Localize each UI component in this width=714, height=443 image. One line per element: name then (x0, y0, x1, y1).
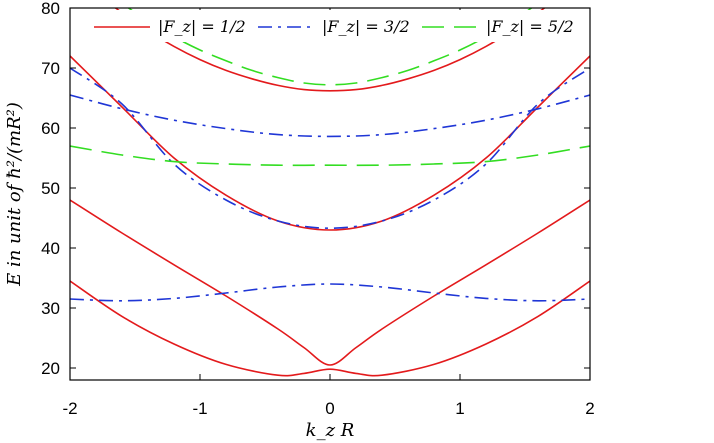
series-line-4 (115, 8, 545, 92)
ticks-layer: -2 -1 0 1 2 20 30 40 50 60 70 80 (41, 0, 595, 418)
series-line-7 (70, 94, 590, 138)
y-tick-label: 80 (41, 0, 60, 18)
series-line-6 (70, 67, 590, 230)
series-line-9 (128, 8, 532, 86)
y-tick-label: 30 (41, 299, 60, 318)
legend-label-fz-3-2: |F_z| = 3/2 (322, 17, 410, 36)
x-tick-label: 2 (585, 399, 594, 418)
x-tick-label: -2 (62, 399, 77, 418)
y-tick-label: 50 (41, 179, 60, 198)
x-tick-label: -1 (192, 399, 207, 418)
series-line-1 (70, 280, 590, 377)
y-axis-label: E in unit of ħ²/(mR²) (4, 102, 25, 287)
legend-label-fz-5-2: |F_z| = 5/2 (486, 17, 574, 36)
legend-background (90, 10, 580, 42)
series-line-3 (70, 55, 590, 231)
x-tick-label: 0 (325, 399, 334, 418)
x-axis-label: k_z R (306, 420, 355, 441)
series-line-8 (70, 145, 590, 167)
series-line-5 (70, 283, 590, 302)
y-tick-label: 70 (41, 59, 60, 78)
legend-label-fz-1-2: |F_z| = 1/2 (158, 17, 246, 36)
y-tick-label: 60 (41, 119, 60, 138)
plot-frame (69, 7, 591, 381)
x-tick-label: 1 (455, 399, 464, 418)
legend: |F_z| = 1/2 |F_z| = 3/2 |F_z| = 5/2 (90, 10, 580, 42)
y-tick-label: 20 (41, 359, 60, 378)
series-line-2 (70, 199, 590, 366)
y-tick-label: 40 (41, 239, 60, 258)
series-layer (70, 8, 590, 377)
